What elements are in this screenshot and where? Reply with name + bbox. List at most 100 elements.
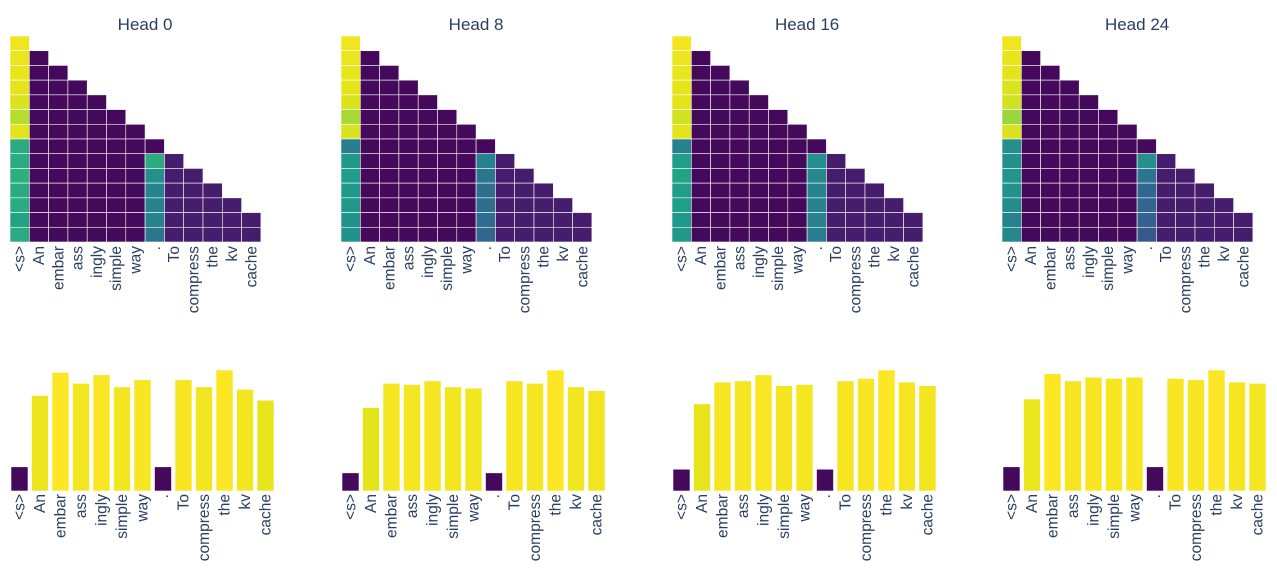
heatmap-tick-label: embar [712, 246, 729, 290]
heatmap-cell [787, 197, 808, 213]
heatmap-cell [1117, 226, 1138, 243]
bar [92, 374, 111, 492]
heatmap-tick-label: To [166, 246, 183, 262]
heatmap-cell [1117, 182, 1138, 199]
heatmap-cell [86, 212, 107, 228]
heatmap-cell [48, 153, 69, 169]
heatmap-cell [1098, 153, 1119, 169]
heatmap-cell [1233, 212, 1254, 228]
heatmap-cell [1156, 153, 1177, 169]
bar [587, 390, 606, 492]
heatmap-cell [806, 197, 827, 213]
heatmap-cell [456, 212, 477, 228]
heatmap-cell [1098, 197, 1119, 213]
heatmap-cell [9, 153, 30, 169]
heatmap-tick-label: the [867, 246, 884, 268]
heatmap-cell [106, 138, 127, 155]
heatmap-cell [359, 153, 380, 169]
heatmap-tick-label: ingly [751, 246, 768, 278]
heatmap-cell [379, 197, 400, 213]
heatmap-cell [164, 153, 184, 169]
heatmap-cell [1194, 226, 1215, 243]
heatmap-cell [1001, 197, 1022, 213]
heatmap-cell [748, 182, 769, 199]
heatmap-cell [495, 212, 515, 228]
heatmap-cell [1194, 197, 1215, 213]
bar [1146, 466, 1164, 492]
heatmap-cell [495, 226, 515, 243]
heatmap-tick-label: compress [185, 246, 202, 313]
heatmap-cell [1136, 168, 1157, 184]
heatmap-cell [495, 197, 515, 213]
heatmap-cell [340, 94, 361, 110]
heatmap-cell [533, 197, 554, 213]
heatmap-cell [1175, 226, 1196, 243]
heatmap-cell [417, 168, 438, 184]
bar [215, 369, 234, 492]
heatmap-cell [1078, 109, 1099, 125]
heatmap-cell [28, 138, 49, 155]
heatmap-cell [864, 226, 885, 243]
bar-tick-label: kv [237, 494, 254, 510]
heatmap-cell [768, 226, 789, 243]
heatmap-cell [826, 168, 847, 184]
heatmap-cell [437, 153, 458, 169]
heatmap-cell [514, 168, 535, 184]
heatmap-cell [183, 197, 204, 213]
heatmap-cell [1117, 123, 1138, 140]
heatmap-cell [690, 109, 711, 125]
heatmap-tick-label: simple [108, 246, 125, 291]
heatmap-tick-label: cache [243, 246, 260, 287]
heatmap-cell [340, 168, 361, 184]
heatmap-cell [768, 197, 789, 213]
heatmap-cell [67, 197, 88, 213]
heatmap-cell [1078, 123, 1099, 140]
heatmap-cell [845, 182, 866, 199]
heatmap-cell [1059, 79, 1080, 96]
heatmap-tick-label: cache [905, 246, 922, 287]
heatmap-cell [48, 197, 69, 213]
bar [362, 407, 380, 492]
bar-tick-label: cache [920, 494, 937, 535]
heatmap-cell [222, 212, 242, 228]
heatmap-cell [28, 79, 49, 96]
heatmap-cell [106, 212, 127, 228]
bar [898, 381, 916, 492]
bar-tick-label: way [797, 494, 814, 523]
heatmap-cell [456, 123, 477, 140]
bar-tick-label: ingly [756, 494, 773, 526]
head-panel-3: Head 24<s> An embar ass ingly simple way. To com… [1001, 15, 1267, 561]
heatmap-cell [48, 226, 69, 243]
heatmap-cell [1059, 94, 1080, 110]
heatmap-cell [671, 182, 692, 199]
heatmap-cell [1040, 65, 1061, 81]
panel-title: Head 24 [1105, 15, 1169, 34]
heatmap-cell [729, 123, 750, 140]
heatmap-cell [67, 94, 88, 110]
bar-tick-label: An [1024, 494, 1041, 513]
bar-tick-label: simple [445, 494, 462, 539]
heatmap-cell [729, 153, 750, 169]
heatmap-cell [1001, 226, 1022, 243]
heatmap-cell [437, 226, 458, 243]
heatmap-cell [1040, 212, 1061, 228]
heatmap-cell [690, 226, 711, 243]
bar [174, 379, 193, 492]
heatmap-cell [748, 123, 769, 140]
bar [51, 372, 70, 492]
heatmap-cell [437, 168, 458, 184]
heatmap-cell [1020, 212, 1041, 228]
bar-tick-label: embar [53, 494, 70, 538]
heatmap-cell [359, 212, 380, 228]
heatmap-cell [164, 182, 184, 199]
heatmap-cell [1001, 94, 1022, 110]
heatmap-cell [183, 182, 204, 199]
heatmap-tick-label: the [536, 246, 553, 268]
heatmap-cell [125, 226, 146, 243]
bar-tick-label: . [1147, 494, 1164, 498]
heatmap-cell [106, 182, 127, 199]
heatmap-cell [28, 50, 49, 66]
bar [836, 380, 855, 492]
heatmap-cell [787, 138, 808, 155]
heatmap-cell [671, 35, 692, 52]
